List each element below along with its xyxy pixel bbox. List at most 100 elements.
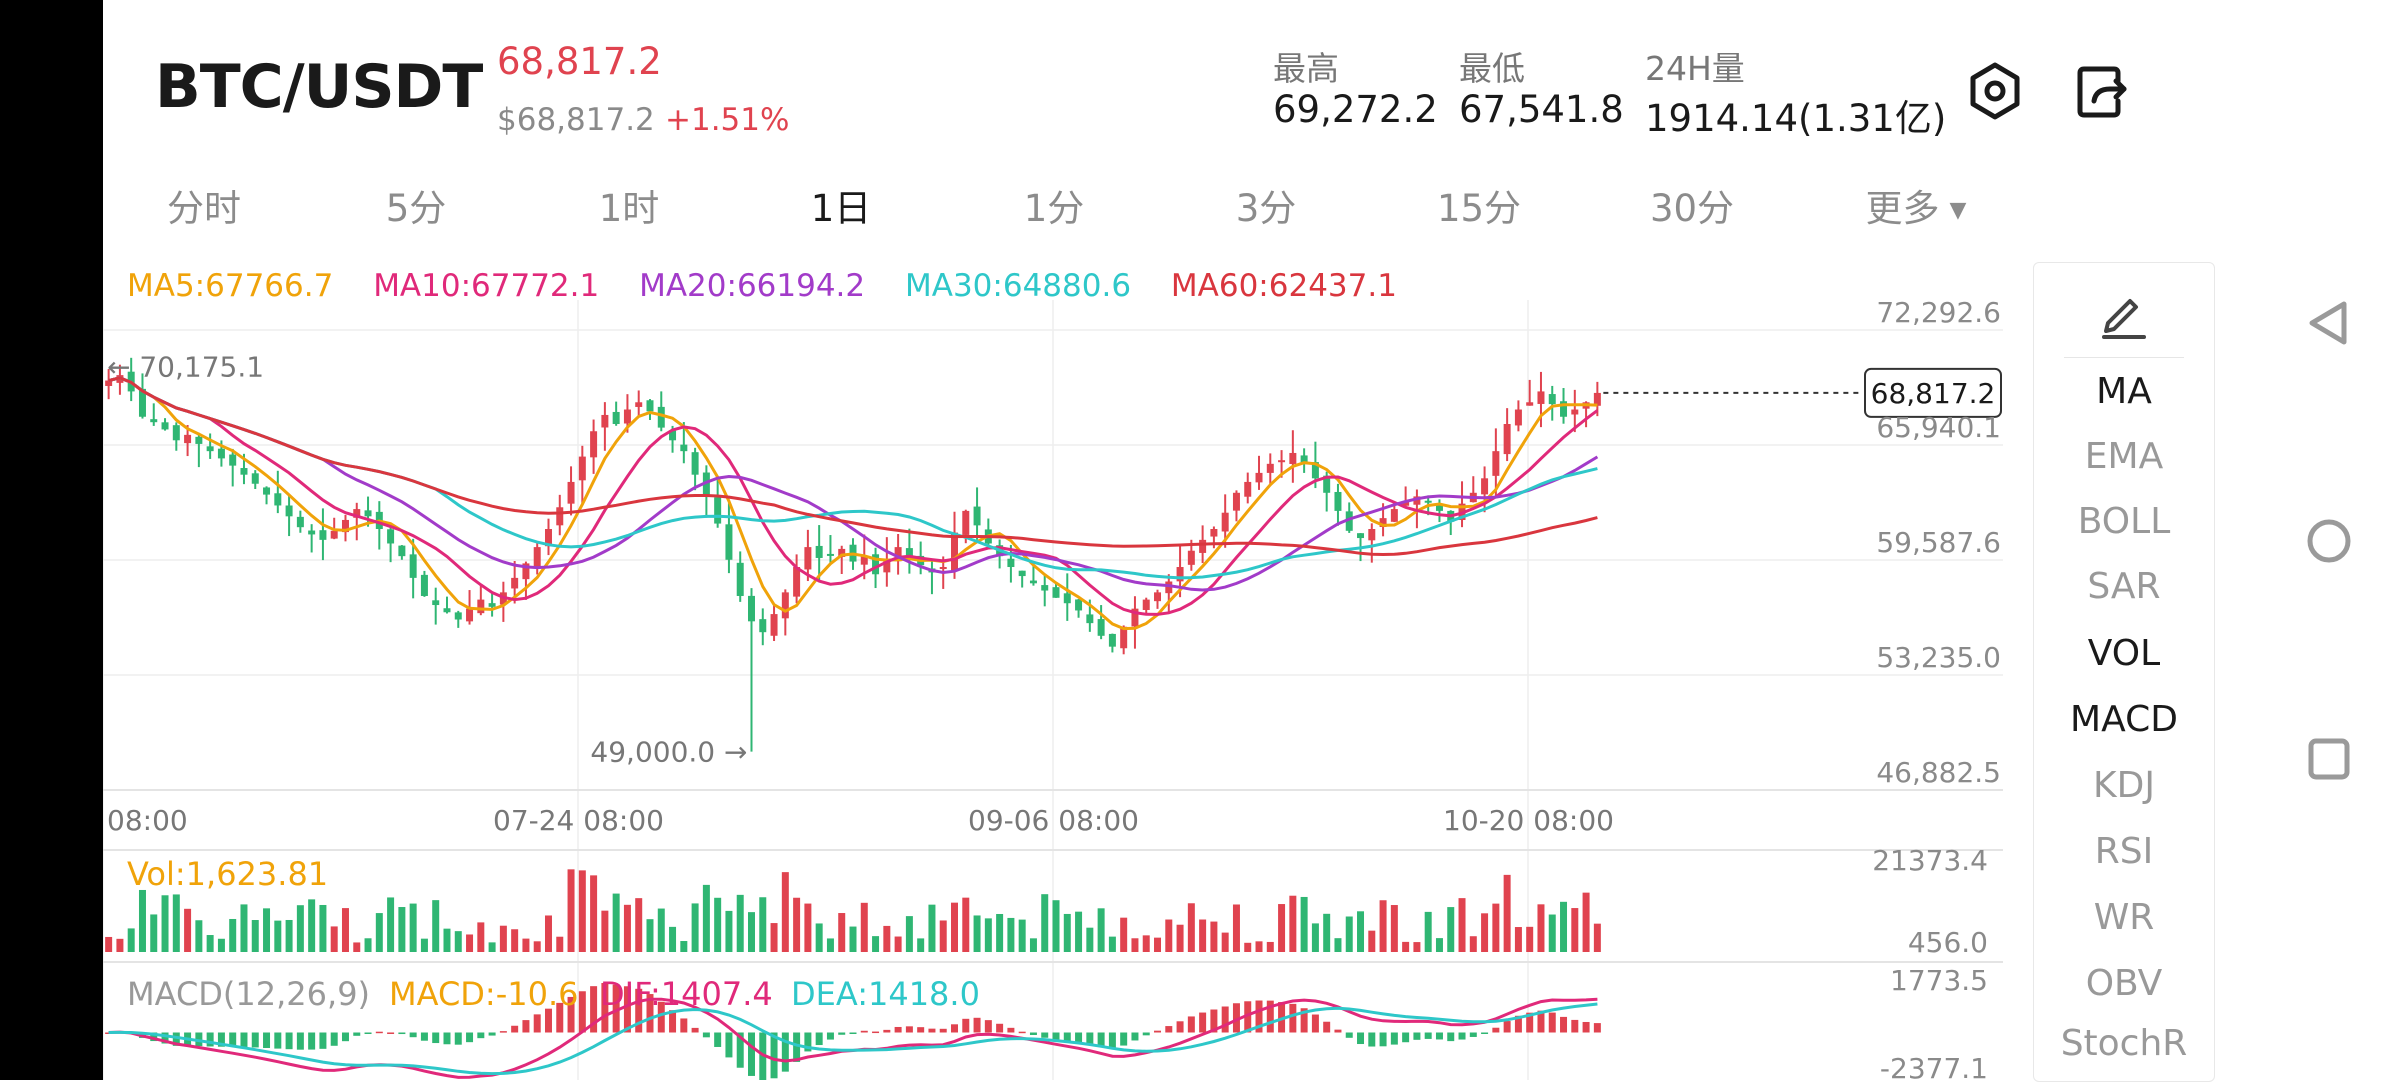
indicator-vol[interactable]: VOL: [2087, 633, 2161, 674]
macd-histogram-bar: [217, 1032, 225, 1047]
macd-histogram-bar: [815, 1032, 823, 1046]
candle: [1526, 379, 1534, 406]
candle-body: [1424, 500, 1432, 503]
macd-histogram-bar: [409, 1032, 417, 1038]
macd-histogram-bar: [1560, 1016, 1568, 1033]
volume-bar: [364, 938, 372, 952]
macd-histogram-bar: [556, 1002, 564, 1033]
candle: [1368, 523, 1376, 563]
macd-histogram-bar: [375, 1031, 383, 1034]
tab-5min[interactable]: 5分: [385, 187, 447, 230]
volume-axis-label: 21373.4: [1872, 844, 1988, 877]
candle: [296, 510, 304, 533]
candle: [533, 542, 541, 575]
tab-1day[interactable]: 1日: [810, 187, 872, 230]
candle: [274, 470, 282, 514]
settings-hexagon-icon[interactable]: [1960, 56, 2030, 126]
candle: [1108, 633, 1116, 653]
candle-body: [274, 493, 282, 506]
candle: [443, 596, 451, 614]
indicator-rsi[interactable]: RSI: [2094, 831, 2154, 872]
macd-histogram-bar: [454, 1032, 462, 1045]
volume-bar: [1514, 927, 1522, 952]
macd-histogram-bar: [1029, 1032, 1037, 1035]
ma-line-20: [108, 376, 1599, 592]
candle-body: [1029, 580, 1037, 584]
volume-bar: [1300, 896, 1308, 952]
back-triangle-icon[interactable]: [2296, 290, 2362, 356]
home-circle-icon[interactable]: [2296, 508, 2362, 574]
tab-30min[interactable]: 30分: [1649, 187, 1735, 230]
indicator-boll[interactable]: BOLL: [2077, 501, 2171, 542]
price-axis-label: 65,940.1: [1876, 411, 2001, 444]
candle-body: [567, 481, 575, 504]
macd-histogram-bar: [1548, 1012, 1556, 1033]
indicator-sar[interactable]: SAR: [2087, 566, 2161, 607]
tab-more[interactable]: 更多 ▼: [1866, 178, 1967, 232]
indicator-kdj[interactable]: KDJ: [2093, 765, 2155, 806]
macd-histogram-bar: [1131, 1032, 1139, 1041]
tab-15min[interactable]: 15分: [1436, 187, 1522, 230]
volume-bar: [420, 938, 428, 952]
kline-chart[interactable]: 72,292.6 65,940.1 59,587.6 53,235.0 46,882.5…: [103, 300, 2003, 1080]
candle-body: [894, 547, 902, 562]
tab-fenshi[interactable]: 分时: [167, 187, 241, 230]
tab-3min[interactable]: 3分: [1235, 187, 1297, 230]
indicator-ma[interactable]: MA: [2096, 371, 2152, 412]
volume-bar: [1413, 942, 1421, 952]
macd-histogram-bar: [1379, 1032, 1387, 1047]
pencil-draw-icon[interactable]: [2094, 283, 2154, 343]
volume-bar: [815, 923, 823, 952]
macd-histogram-bar: [499, 1031, 507, 1033]
indicator-stochr[interactable]: StochR: [2060, 1023, 2188, 1064]
volume-bar: [1492, 903, 1500, 952]
candle-body: [962, 510, 970, 535]
indicator-macd[interactable]: MACD: [2070, 699, 2178, 740]
macd-histogram-bar: [1199, 1012, 1207, 1033]
candle-body: [398, 545, 406, 557]
candle: [138, 373, 146, 419]
pair-title[interactable]: BTC/USDT: [155, 52, 483, 122]
volume-bar: [1154, 937, 1162, 952]
volume-bar: [544, 915, 552, 952]
candle-body: [477, 599, 485, 614]
candle: [702, 465, 710, 518]
candle-body: [1379, 518, 1387, 527]
macd-histogram-bar: [646, 994, 654, 1033]
tab-1hour[interactable]: 1时: [598, 187, 660, 230]
share-icon[interactable]: [2065, 56, 2135, 126]
volume-bar: [1571, 908, 1579, 952]
recents-square-icon[interactable]: [2296, 726, 2362, 792]
candle: [1266, 453, 1274, 486]
candle-body: [1413, 496, 1421, 505]
candle: [375, 501, 383, 550]
candle-body: [1232, 492, 1240, 511]
candle-body: [1131, 608, 1139, 627]
candle: [612, 401, 620, 426]
macd-histogram-bar: [1345, 1032, 1353, 1038]
volume-bar: [917, 938, 925, 952]
candle-body: [556, 507, 564, 526]
candle-body: [544, 528, 552, 547]
macd-histogram-bar: [657, 1001, 665, 1033]
tab-1min[interactable]: 1分: [1023, 187, 1085, 230]
macd-histogram-bar: [680, 1018, 688, 1033]
volume-bar: [781, 872, 789, 952]
volume-bar: [612, 893, 620, 952]
macd-histogram-bar: [612, 984, 620, 1033]
candle-body: [973, 506, 981, 526]
indicator-ema[interactable]: EMA: [2084, 436, 2164, 477]
candle-body: [1300, 455, 1308, 464]
macd-histogram-bar: [488, 1032, 496, 1036]
candle-body: [105, 380, 113, 386]
indicator-obv[interactable]: OBV: [2085, 963, 2163, 1004]
volume-bar: [1176, 924, 1184, 952]
candle: [567, 466, 575, 516]
candle-body: [285, 505, 293, 517]
macd-histogram-bar: [1266, 1000, 1274, 1033]
macd-histogram-bar: [161, 1032, 169, 1044]
candle-body: [1481, 478, 1489, 495]
indicator-wr[interactable]: WR: [2093, 897, 2155, 938]
volume-bar: [669, 926, 677, 952]
candle: [319, 508, 327, 561]
